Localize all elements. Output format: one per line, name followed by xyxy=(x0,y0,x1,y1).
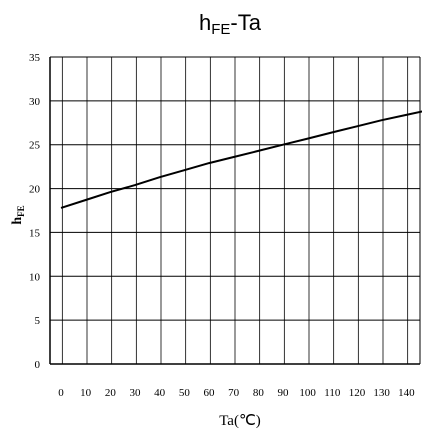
x-axis-label: Ta(℃) xyxy=(219,413,261,429)
y-axis-label-main: h xyxy=(10,217,25,225)
y-tick-label: 35 xyxy=(29,52,41,64)
x-tick-labels: 0102030405060708090100110120130140150 xyxy=(58,387,415,399)
chart-title-main: h xyxy=(199,10,211,35)
x-tick-label: 100 xyxy=(299,387,316,399)
chart-title: hFE-Ta xyxy=(199,10,262,38)
x-tick-label: 0 xyxy=(58,387,64,399)
chart-title-sub: FE xyxy=(211,21,230,38)
x-tick-label: 60 xyxy=(204,387,216,399)
grid xyxy=(50,56,421,364)
x-tick-label: 120 xyxy=(349,387,366,399)
y-tick-label: 10 xyxy=(29,271,41,283)
y-axis-label: hFE xyxy=(10,205,26,224)
y-tick-label: 5 xyxy=(35,315,41,327)
x-tick-label: 140 xyxy=(398,387,415,399)
x-tick-label: 70 xyxy=(228,387,240,399)
y-tick-label: 15 xyxy=(29,227,41,239)
x-tick-label: 10 xyxy=(80,387,92,399)
y-tick-label: 0 xyxy=(35,359,41,371)
x-tick-label: 50 xyxy=(179,387,191,399)
y-tick-label: 25 xyxy=(29,140,41,152)
x-tick-label: 20 xyxy=(105,387,117,399)
x-tick-label: 110 xyxy=(324,387,341,399)
chart-title-suffix: -Ta xyxy=(230,10,261,35)
x-tick-label: 130 xyxy=(373,387,390,399)
y-tick-label: 30 xyxy=(29,96,41,108)
y-axis-label-sub: FE xyxy=(16,205,26,217)
series-line xyxy=(60,110,422,209)
x-tick-label: 40 xyxy=(154,387,166,399)
y-tick-labels: 0 5 10 15 20 25 30 35 xyxy=(29,52,41,371)
x-tick-label: 90 xyxy=(278,387,290,399)
axes xyxy=(49,57,420,365)
x-tick-label: 80 xyxy=(253,387,265,399)
series-layer xyxy=(60,110,422,209)
x-tick-label: 30 xyxy=(130,387,142,399)
y-tick-label: 20 xyxy=(29,184,41,196)
